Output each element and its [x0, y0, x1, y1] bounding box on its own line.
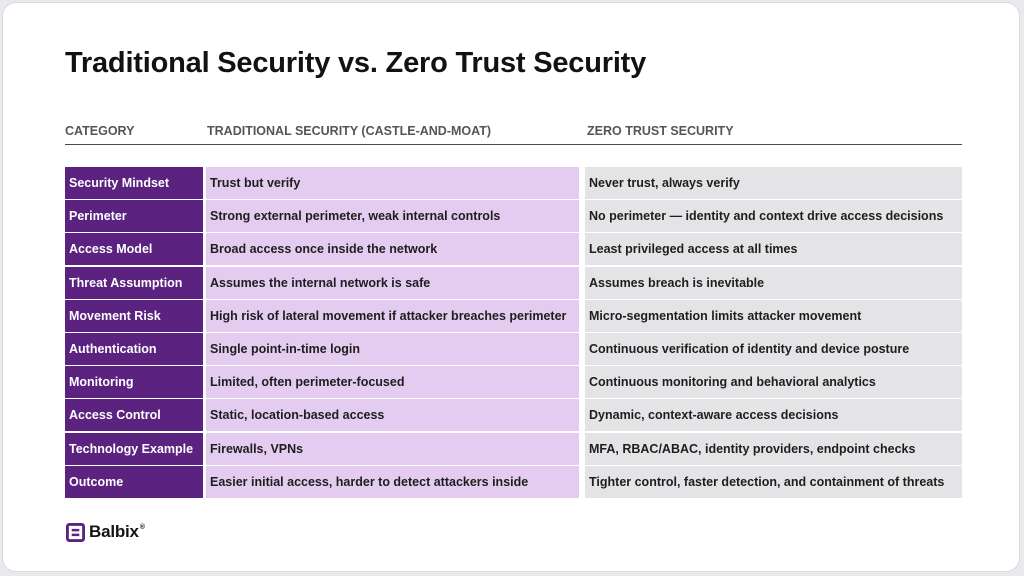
category-cell: Perimeter [65, 200, 203, 233]
category-cell: Threat Assumption [65, 266, 203, 299]
table-row: Access Model Broad access once inside th… [65, 233, 962, 266]
page-title: Traditional Security vs. Zero Trust Secu… [65, 47, 647, 79]
category-cell: Access Model [65, 233, 203, 266]
zero-trust-cell: Assumes breach is inevitable [585, 266, 962, 299]
brand-logo: Balbix ® [66, 522, 145, 542]
zero-trust-cell: Dynamic, context-aware access decisions [585, 399, 962, 432]
column-header-traditional: TRADITIONAL SECURITY (CASTLE-AND-MOAT) [207, 124, 492, 138]
table-row: Authentication Single point-in-time logi… [65, 332, 962, 365]
table-row: Threat Assumption Assumes the internal n… [65, 266, 962, 299]
column-header-zero-trust: ZERO TRUST SECURITY [587, 124, 734, 138]
traditional-cell: Firewalls, VPNs [206, 432, 579, 465]
zero-trust-cell: No perimeter — identity and context driv… [585, 200, 962, 233]
zero-trust-cell: Least privileged access at all times [585, 233, 962, 266]
table-row: Monitoring Limited, often perimeter-focu… [65, 366, 962, 399]
traditional-cell: Limited, often perimeter-focused [206, 366, 579, 399]
traditional-cell: Static, location-based access [206, 399, 579, 432]
category-cell: Authentication [65, 332, 203, 365]
table-row: Technology Example Firewalls, VPNs MFA, … [65, 432, 962, 465]
zero-trust-cell: MFA, RBAC/ABAC, identity providers, endp… [585, 432, 962, 465]
category-cell: Security Mindset [65, 167, 203, 199]
table-row: Perimeter Strong external perimeter, wea… [65, 200, 962, 233]
category-cell: Technology Example [65, 432, 203, 465]
zero-trust-cell: Tighter control, faster detection, and c… [585, 465, 962, 498]
zero-trust-cell: Micro-segmentation limits attacker movem… [585, 299, 962, 332]
traditional-cell: Broad access once inside the network [206, 233, 579, 266]
traditional-cell: Strong external perimeter, weak internal… [206, 200, 579, 233]
column-header-category: CATEGORY [65, 124, 135, 138]
category-cell: Outcome [65, 465, 203, 498]
table-row: Movement Risk High risk of lateral movem… [65, 299, 962, 332]
brand-name: Balbix [89, 522, 139, 541]
table-row: Security Mindset Trust but verify Never … [65, 167, 962, 199]
traditional-cell: Easier initial access, harder to detect … [206, 465, 579, 498]
traditional-cell: Single point-in-time login [206, 332, 579, 365]
category-cell: Movement Risk [65, 299, 203, 332]
table-row: Access Control Static, location-based ac… [65, 399, 962, 432]
traditional-cell: Trust but verify [206, 167, 579, 199]
traditional-cell: Assumes the internal network is safe [206, 266, 579, 299]
zero-trust-cell: Continuous monitoring and behavioral ana… [585, 366, 962, 399]
zero-trust-cell: Continuous verification of identity and … [585, 332, 962, 365]
zero-trust-cell: Never trust, always verify [585, 167, 962, 199]
balbix-logo-icon [66, 522, 85, 542]
comparison-table: Security Mindset Trust but verify Never … [65, 167, 962, 499]
category-cell: Monitoring [65, 366, 203, 399]
category-cell: Access Control [65, 399, 203, 432]
table-row: Outcome Easier initial access, harder to… [65, 465, 962, 498]
traditional-cell: High risk of lateral movement if attacke… [206, 299, 579, 332]
header-divider [65, 144, 962, 145]
registered-mark: ® [139, 524, 145, 531]
